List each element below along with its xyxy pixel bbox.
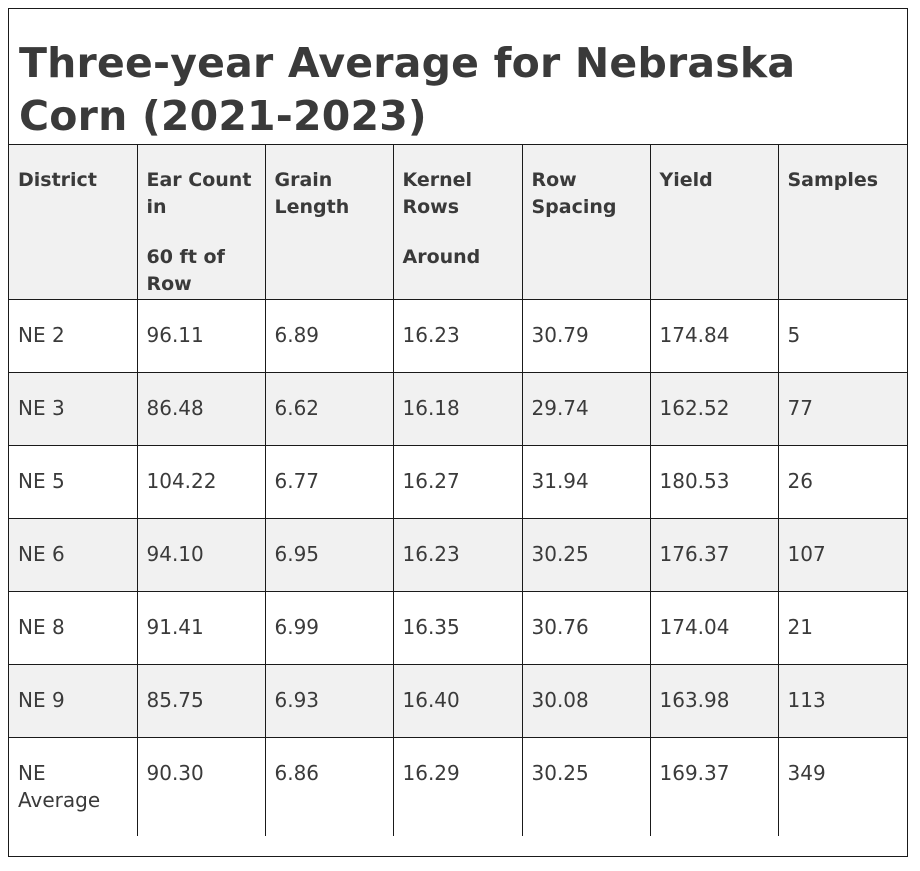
cell-kernel-rows: 16.29: [392, 736, 523, 836]
header-label: Row Spacing: [531, 169, 617, 218]
cell-kernel-rows: 16.23: [392, 298, 523, 373]
table-frame: Three-year Average for Nebraska Corn (20…: [8, 8, 908, 857]
table-row-average: NE Average 90.30 6.86 16.29 30.25 169.37…: [9, 736, 907, 836]
header-label: Grain Length: [274, 169, 350, 218]
cell-row-spacing: 31.94: [521, 444, 651, 519]
table-row: NE 5 104.22 6.77 16.27 31.94 180.53 26: [9, 444, 907, 519]
cell-yield: 180.53: [649, 444, 779, 519]
header-kernel-rows: Kernel Rows Around: [392, 145, 523, 300]
cell-row-spacing: 30.76: [521, 590, 651, 665]
cell-row-spacing: 30.79: [521, 298, 651, 373]
header-yield: Yield: [649, 145, 779, 300]
cell-row-spacing: 30.25: [521, 517, 651, 592]
cell-samples: 21: [777, 590, 907, 665]
table-row: NE 6 94.10 6.95 16.23 30.25 176.37 107: [9, 517, 907, 592]
table-row: NE 9 85.75 6.93 16.40 30.08 163.98 113: [9, 663, 907, 738]
cell-row-spacing: 30.08: [521, 663, 651, 738]
cell-samples: 5: [777, 298, 907, 373]
cell-district: NE Average: [9, 736, 138, 836]
cell-yield: 169.37: [649, 736, 779, 836]
cell-ear-count: 96.11: [136, 298, 266, 373]
header-label: Samples: [787, 169, 879, 191]
cell-district: NE 5: [9, 444, 138, 519]
cell-grain-length: 6.89: [264, 298, 394, 373]
cell-samples: 113: [777, 663, 907, 738]
table-caption: Three-year Average for Nebraska Corn (20…: [9, 9, 907, 145]
header-grain-length: Grain Length: [264, 145, 394, 300]
cell-yield: 176.37: [649, 517, 779, 592]
cell-grain-length: 6.86: [264, 736, 394, 836]
cell-yield: 174.04: [649, 590, 779, 665]
header-label: Yield: [659, 169, 713, 191]
cell-grain-length: 6.95: [264, 517, 394, 592]
cell-grain-length: 6.99: [264, 590, 394, 665]
cell-kernel-rows: 16.18: [392, 371, 523, 446]
cell-kernel-rows: 16.27: [392, 444, 523, 519]
header-label: Ear Count in: [146, 169, 252, 218]
cell-district: NE 6: [9, 517, 138, 592]
table-row: NE 8 91.41 6.99 16.35 30.76 174.04 21: [9, 590, 907, 665]
cell-ear-count: 85.75: [136, 663, 266, 738]
cell-ear-count: 86.48: [136, 371, 266, 446]
cell-samples: 26: [777, 444, 907, 519]
cell-kernel-rows: 16.23: [392, 517, 523, 592]
header-row-spacing: Row Spacing: [521, 145, 651, 300]
cell-district: NE 2: [9, 298, 138, 373]
cell-grain-length: 6.93: [264, 663, 394, 738]
cell-row-spacing: 29.74: [521, 371, 651, 446]
cell-samples: 77: [777, 371, 907, 446]
header-ear-count: Ear Count in 60 ft of Row: [136, 145, 266, 300]
cell-yield: 162.52: [649, 371, 779, 446]
cell-kernel-rows: 16.35: [392, 590, 523, 665]
cell-row-spacing: 30.25: [521, 736, 651, 836]
cell-grain-length: 6.77: [264, 444, 394, 519]
cell-ear-count: 90.30: [136, 736, 266, 836]
cell-samples: 349: [777, 736, 907, 836]
cell-ear-count: 94.10: [136, 517, 266, 592]
table-body: NE 2 96.11 6.89 16.23 30.79 174.84 5 NE …: [9, 298, 907, 836]
table-header: District Ear Count in 60 ft of Row Grain …: [9, 145, 907, 300]
cell-yield: 163.98: [649, 663, 779, 738]
cell-samples: 107: [777, 517, 907, 592]
table-row: NE 2 96.11 6.89 16.23 30.79 174.84 5: [9, 298, 907, 373]
header-row: District Ear Count in 60 ft of Row Grain …: [9, 145, 907, 300]
header-label-sub: Around: [402, 246, 481, 268]
cell-grain-length: 6.62: [264, 371, 394, 446]
header-district: District: [9, 145, 138, 300]
cell-yield: 174.84: [649, 298, 779, 373]
table-row: NE 3 86.48 6.62 16.18 29.74 162.52 77: [9, 371, 907, 446]
corn-average-table: District Ear Count in 60 ft of Row Grain …: [9, 145, 907, 836]
header-samples: Samples: [777, 145, 907, 300]
cell-district: NE 3: [9, 371, 138, 446]
cell-ear-count: 104.22: [136, 444, 266, 519]
cell-kernel-rows: 16.40: [392, 663, 523, 738]
table-title: Three-year Average for Nebraska Corn (20…: [19, 39, 796, 140]
header-label: District: [18, 169, 97, 191]
cell-ear-count: 91.41: [136, 590, 266, 665]
cell-district: NE 9: [9, 663, 138, 738]
cell-district: NE 8: [9, 590, 138, 665]
header-label-sub: 60 ft of Row: [146, 246, 225, 295]
header-label: Kernel Rows: [402, 169, 473, 218]
